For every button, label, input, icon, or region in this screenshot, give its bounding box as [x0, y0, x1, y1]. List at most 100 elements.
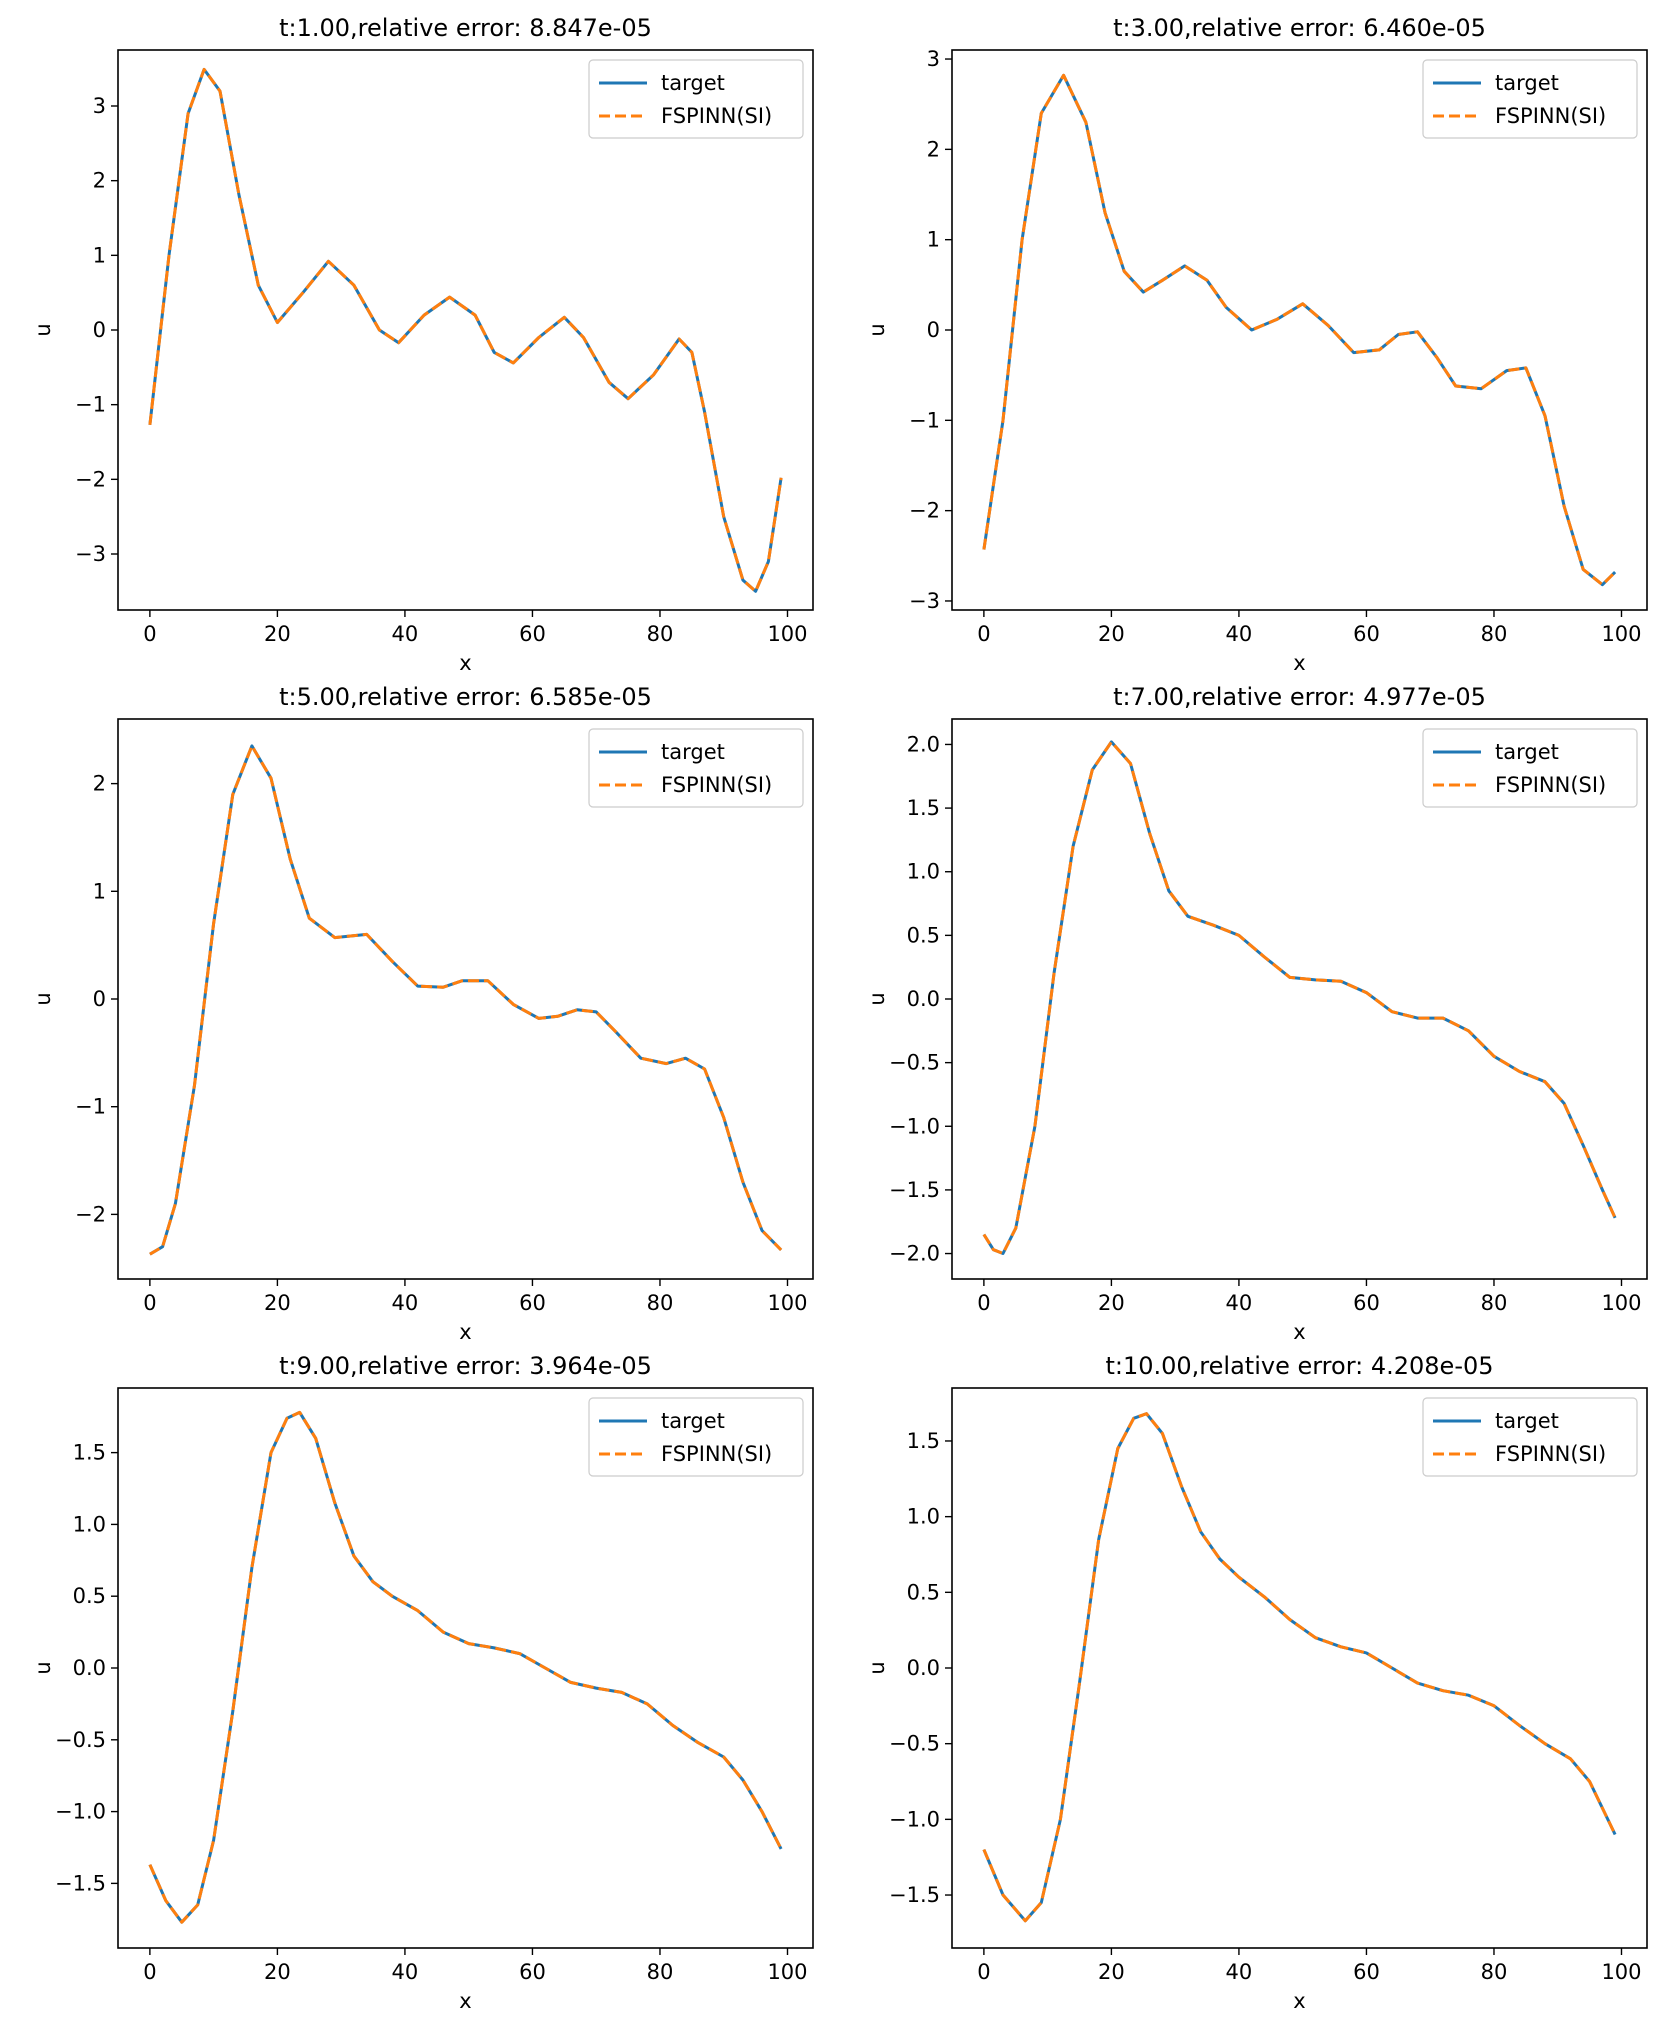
subplot-t10: t:10.00,relative error: 4.208e-05 0 20 40 60…: [865, 1352, 1648, 2013]
legend: target FSPINN(SI): [1422, 728, 1638, 808]
y-tick-label: −1: [75, 1095, 106, 1119]
subplot-title: t:7.00,relative error: 4.977e-05: [1113, 683, 1486, 711]
subplot-t3: t:3.00,relative error: 6.460e-050 20 40 60 8…: [865, 14, 1648, 675]
legend-label-fspinn-si: FSPINN(SI): [1495, 773, 1606, 797]
y-tick-label: −1.0: [889, 1114, 940, 1138]
legend-label-target: target: [1495, 71, 1559, 95]
x-tick-label: 80: [1481, 622, 1508, 646]
y-tick-label: 0.0: [907, 1656, 940, 1680]
x-tick-label: 20: [1098, 1960, 1125, 1984]
legend-label-target: target: [661, 740, 725, 764]
y-tick-label: −2: [75, 1202, 106, 1226]
y-tick-label: 2: [93, 772, 106, 796]
y-axis-label: u: [31, 992, 55, 1005]
legend-label-fspinn-si: FSPINN(SI): [1495, 104, 1606, 128]
series-line-fspinn-si: [149, 744, 783, 1256]
y-tick-label: 0: [93, 318, 106, 342]
x-tick-label: 60: [519, 1960, 546, 1984]
x-tick-label: 60: [519, 622, 546, 646]
x-axis-label: x: [459, 1320, 471, 1344]
legend: target FSPINN(SI): [588, 728, 804, 808]
legend-box: [588, 59, 804, 139]
legend-label-fspinn-si: FSPINN(SI): [1495, 1442, 1606, 1466]
x-tick-label: 20: [264, 1960, 291, 1984]
y-tick-label: −1.5: [889, 1883, 940, 1907]
x-tick-label: 60: [519, 1291, 546, 1315]
y-tick-label: 0: [927, 318, 940, 342]
x-tick-label: 0: [143, 622, 156, 646]
x-tick-label: 100: [767, 1960, 807, 1984]
x-tick-label: 20: [264, 1291, 291, 1315]
y-tick-label: 0.0: [73, 1656, 106, 1680]
legend-label-target: target: [1495, 1409, 1559, 1433]
x-tick-label: 40: [392, 622, 419, 646]
subplot-title: t:1.00,relative error: 8.847e-05: [279, 14, 652, 42]
x-tick-label: 80: [1481, 1291, 1508, 1315]
x-tick-label: 100: [1601, 622, 1641, 646]
y-tick-label: −2.0: [889, 1242, 940, 1266]
legend: target FSPINN(SI): [588, 1397, 804, 1477]
x-tick-label: 100: [767, 622, 807, 646]
y-tick-label: −1: [75, 393, 106, 417]
y-tick-label: 0.5: [907, 1580, 940, 1604]
legend-box: [588, 1397, 804, 1477]
y-tick-label: −3: [75, 542, 106, 566]
y-tick-label: −0.5: [889, 1051, 940, 1075]
x-tick-label: 40: [1226, 1291, 1253, 1315]
y-tick-label: 1.0: [73, 1512, 106, 1536]
y-tick-label: 0: [93, 987, 106, 1011]
x-tick-label: 20: [1098, 1291, 1125, 1315]
y-tick-label: 1.5: [907, 1429, 940, 1453]
series-line-fspinn-si: [148, 1410, 783, 1924]
x-tick-label: 0: [977, 1291, 990, 1315]
legend-label-target: target: [661, 1409, 725, 1433]
legend: target FSPINN(SI): [1422, 59, 1638, 139]
legend-label-target: target: [1495, 740, 1559, 764]
x-tick-label: 0: [143, 1291, 156, 1315]
y-tick-label: −1: [909, 408, 940, 432]
legend-box: [1422, 1397, 1638, 1477]
y-tick-label: −1.5: [889, 1178, 940, 1202]
y-axis-label: u: [865, 1661, 889, 1674]
y-tick-label: 1: [93, 243, 106, 267]
subplot-t1: t:1.00,relative error: 8.847e-050 20 40 60 8…: [31, 14, 814, 675]
series-line-fspinn-si: [982, 1412, 1617, 1923]
y-tick-label: 0.5: [907, 923, 940, 947]
legend-label-target: target: [661, 71, 725, 95]
x-tick-label: 0: [977, 1960, 990, 1984]
y-tick-label: −1.0: [55, 1800, 106, 1824]
legend: target FSPINN(SI): [588, 59, 804, 139]
subplot-title: t:9.00,relative error: 3.964e-05: [279, 1352, 652, 1380]
y-tick-label: 3: [93, 94, 106, 118]
x-tick-label: 100: [767, 1291, 807, 1315]
x-tick-label: 60: [1353, 622, 1380, 646]
y-tick-label: 3: [927, 47, 940, 71]
x-tick-label: 100: [1601, 1291, 1641, 1315]
subplot-title: t:5.00,relative error: 6.585e-05: [279, 683, 652, 711]
x-tick-label: 20: [264, 622, 291, 646]
x-tick-label: 80: [1481, 1960, 1508, 1984]
subplot-title: t:10.00,relative error: 4.208e-05: [1105, 1352, 1493, 1380]
y-tick-label: −2: [909, 499, 940, 523]
x-tick-label: 20: [1098, 622, 1125, 646]
x-tick-label: 40: [392, 1960, 419, 1984]
x-tick-label: 60: [1353, 1291, 1380, 1315]
x-tick-label: 0: [143, 1960, 156, 1984]
x-axis-label: x: [1293, 1320, 1305, 1344]
y-tick-label: 0.5: [73, 1584, 106, 1608]
x-tick-label: 80: [647, 1960, 674, 1984]
series-line-fspinn-si: [982, 73, 1617, 587]
legend-label-fspinn-si: FSPINN(SI): [661, 104, 772, 128]
x-tick-label: 80: [647, 1291, 674, 1315]
y-tick-label: 1.5: [907, 796, 940, 820]
y-tick-label: 1: [927, 228, 940, 252]
y-tick-label: −2: [75, 467, 106, 491]
x-tick-label: 40: [392, 1291, 419, 1315]
x-tick-label: 60: [1353, 1960, 1380, 1984]
y-axis-label: u: [31, 323, 55, 336]
y-tick-label: −0.5: [889, 1732, 940, 1756]
legend-box: [1422, 59, 1638, 139]
series-line-fspinn-si: [148, 67, 783, 593]
